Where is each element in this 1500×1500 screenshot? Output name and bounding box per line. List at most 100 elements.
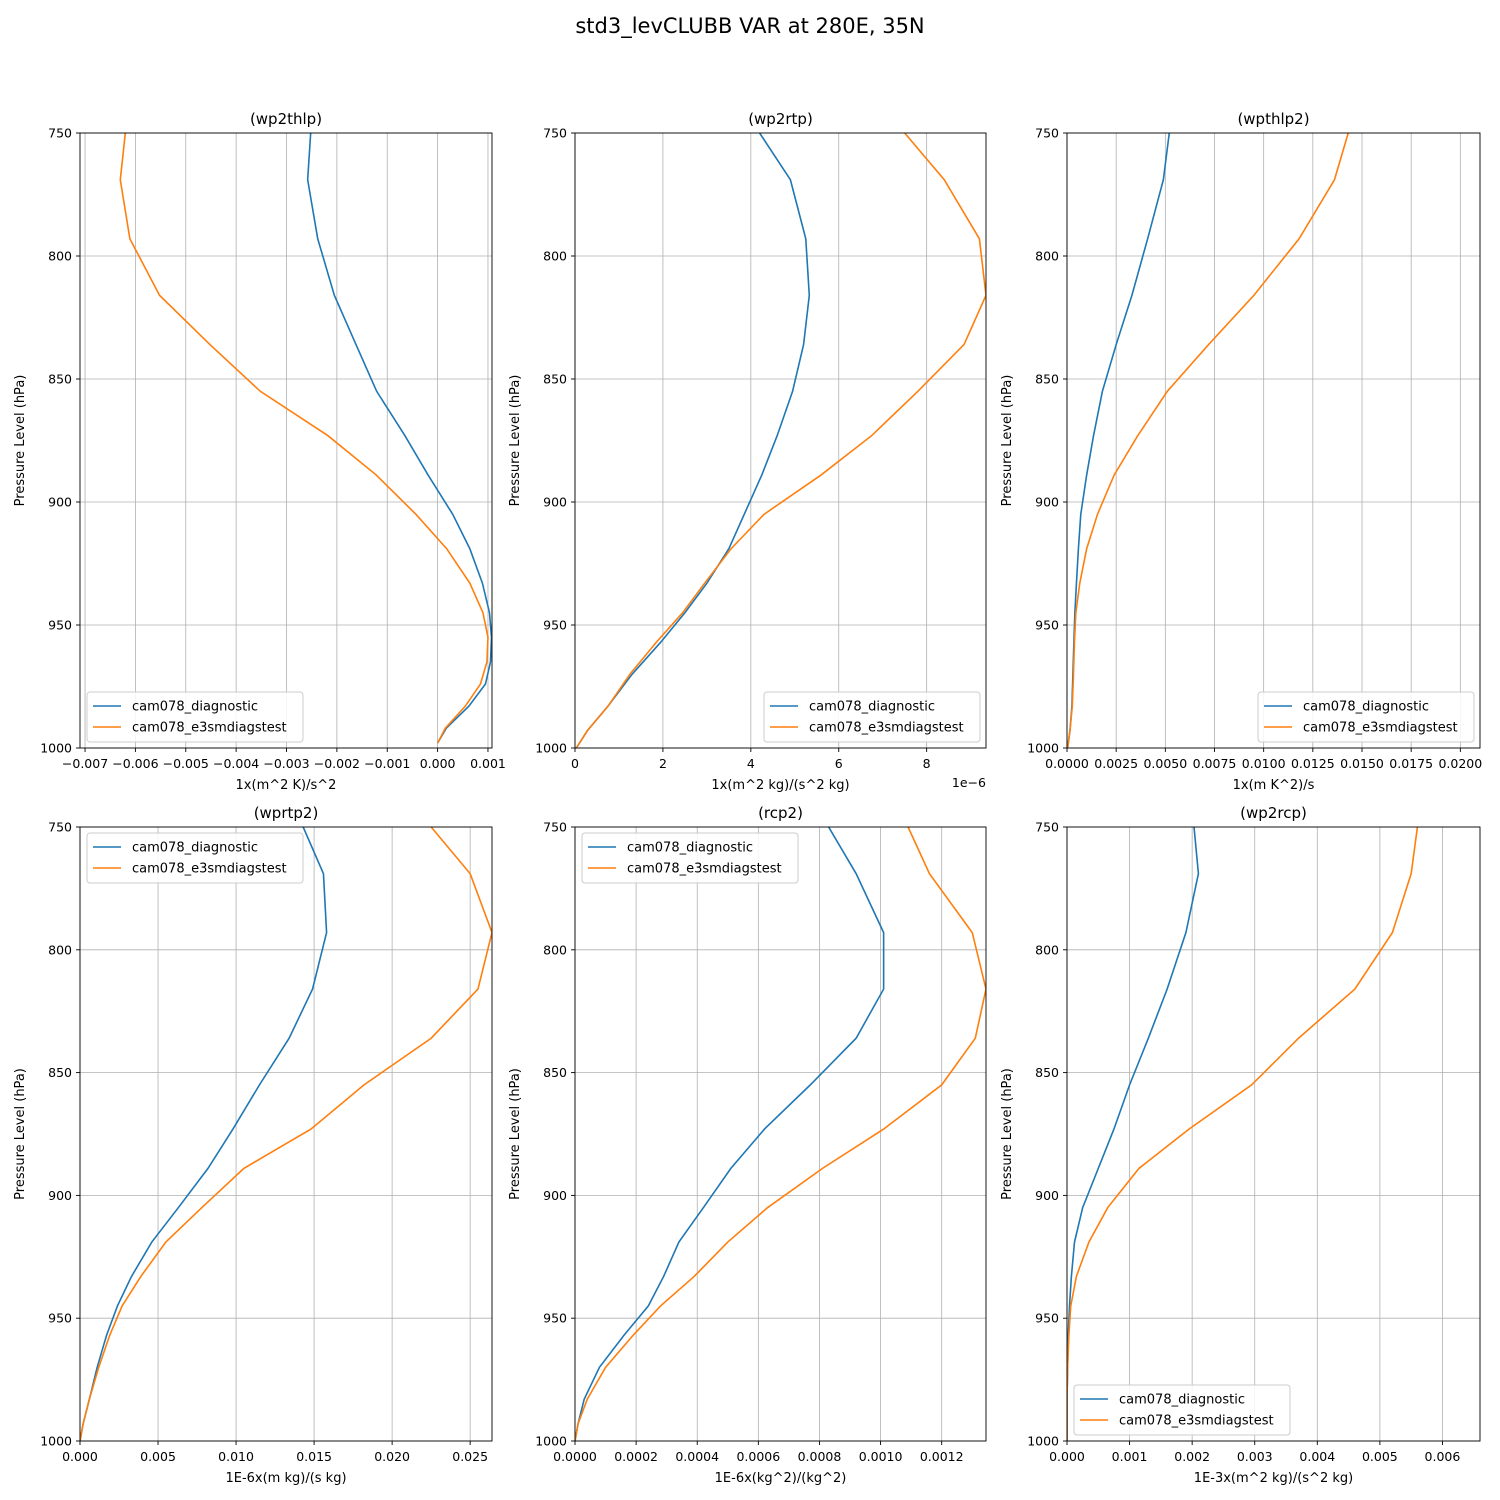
x-tick-label: −0.007 (62, 756, 108, 771)
x-tick-label: −0.006 (112, 756, 158, 771)
x-tick-label: −0.005 (163, 756, 209, 771)
subplot-5: 0.0000 0.0002 0.0004 0.0006 0.0008 0.0010 0.00… (508, 804, 987, 1486)
y-tick-label: 950 (48, 1311, 72, 1326)
x-tick-label: 0.0175 (1389, 756, 1433, 771)
x-tick-label: 0.000 (420, 756, 456, 771)
legend-box (86, 691, 304, 743)
y-tick-label: 950 (543, 1311, 567, 1326)
legend: cam078_diagnostic cam078_e3smdiagstest (1073, 1384, 1291, 1436)
subplot-title: (wp2rcp) (1240, 804, 1307, 822)
x-tick-label: 0.0002 (614, 1449, 658, 1464)
x-tick-label: 0.006 (1425, 1449, 1461, 1464)
legend-label: cam078_diagnostic (627, 841, 753, 856)
x-tick-label: 0.0125 (1291, 756, 1335, 771)
y-tick-label: 900 (48, 495, 72, 510)
x-tick-label: 8 (923, 756, 931, 771)
y-tick-label: 850 (543, 1065, 567, 1080)
series-line-e3smdiagstest (80, 827, 492, 1441)
series-line-diagnostic (575, 827, 885, 1441)
y-tick-label: 750 (48, 126, 72, 141)
y-tick-label: 800 (1035, 249, 1059, 264)
x-tick-label: −0.003 (263, 756, 309, 771)
x-axis-label: 1x(m K^2)/s (1233, 778, 1315, 793)
y-tick-label: 800 (543, 249, 567, 264)
x-tick-label: 0.005 (1362, 1449, 1398, 1464)
subplot-title: (wp2rtp) (748, 110, 813, 128)
y-tick-label: 850 (48, 1065, 72, 1080)
plot-frame (79, 826, 493, 1442)
legend-label: cam078_diagnostic (1303, 700, 1429, 715)
y-tick-label: 1000 (535, 1434, 567, 1449)
series-line-e3smdiagstest (119, 133, 489, 744)
y-tick-label: 950 (1035, 1311, 1059, 1326)
y-axis-label: Pressure Level (hPa) (508, 375, 523, 507)
x-axis-label: 1x(m^2 kg)/(s^2 kg) (711, 778, 849, 793)
legend: cam078_diagnostic cam078_e3smdiagstest (86, 832, 304, 884)
plot-frame (1066, 826, 1481, 1442)
legend-label: cam078_diagnostic (1119, 1393, 1245, 1408)
y-tick-label: 950 (1035, 618, 1059, 633)
y-tick-label: 1000 (535, 741, 567, 756)
subplot-3: 0.0000 0.0025 0.0050 0.0075 0.0100 0.0125 0.01… (1000, 110, 1482, 793)
x-tick-label: 0.0000 (553, 1449, 597, 1464)
subplot-title: (wp2thlp) (250, 110, 322, 128)
x-tick-label: 0.0050 (1143, 756, 1187, 771)
x-tick-label: 0.015 (296, 1449, 332, 1464)
legend-label: cam078_diagnostic (809, 700, 935, 715)
x-axis-label: 1E-6x(kg^2)/(kg^2) (715, 1471, 847, 1486)
y-tick-label: 750 (48, 820, 72, 835)
x-axis-label: 1x(m^2 K)/s^2 (236, 778, 337, 793)
series-line-e3smdiagstest (1067, 133, 1349, 748)
y-tick-label: 900 (1035, 1188, 1059, 1203)
y-tick-label: 1000 (40, 741, 72, 756)
x-tick-label: 0.0200 (1438, 756, 1482, 771)
x-tick-label: 0.001 (1112, 1449, 1148, 1464)
legend-label: cam078_e3smdiagstest (132, 862, 287, 877)
plot-frame (574, 132, 987, 749)
series-line-e3smdiagstest (575, 827, 986, 1441)
x-tick-label: 0.0000 (1045, 756, 1089, 771)
y-axis-label: Pressure Level (hPa) (508, 1068, 523, 1200)
y-tick-label: 750 (543, 820, 567, 835)
legend-box (581, 832, 799, 884)
x-axis-label: 1E-3x(m^2 kg)/(s^2 kg) (1194, 1471, 1353, 1486)
x-tick-label: −0.004 (213, 756, 259, 771)
series-line-diagnostic (1067, 827, 1200, 1441)
x-tick-label: 2 (659, 756, 667, 771)
plot-frame (79, 132, 493, 749)
y-tick-label: 1000 (40, 1434, 72, 1449)
y-tick-label: 800 (48, 942, 72, 957)
y-axis-label: Pressure Level (hPa) (13, 375, 28, 507)
legend: cam078_diagnostic cam078_e3smdiagstest (763, 691, 981, 743)
x-tick-label: 0.000 (1049, 1449, 1085, 1464)
y-tick-label: 750 (543, 126, 567, 141)
y-axis-label: Pressure Level (hPa) (1000, 1068, 1015, 1200)
subplot-4: 0.000 0.005 0.010 0.015 0.020 0.025 750 800 850 9… (13, 804, 493, 1486)
y-tick-label: 850 (1035, 1065, 1059, 1080)
subplot-1: −0.007 −0.006 −0.005 −0.004 −0.003 −0.002 −0.0… (13, 110, 506, 793)
legend-label: cam078_e3smdiagstest (1303, 721, 1458, 736)
x-tick-label: 0.010 (218, 1449, 254, 1464)
x-tick-label: 0.004 (1299, 1449, 1335, 1464)
legend-label: cam078_e3smdiagstest (1119, 1414, 1274, 1429)
legend: cam078_diagnostic cam078_e3smdiagstest (581, 832, 799, 884)
y-tick-label: 800 (543, 942, 567, 957)
y-tick-label: 750 (1035, 126, 1059, 141)
figure-title: std3_levCLUBB VAR at 280E, 35N (575, 14, 925, 38)
subplot-6: 0.000 0.001 0.002 0.003 0.004 0.005 0.006 750 80… (1000, 804, 1481, 1486)
legend-label: cam078_e3smdiagstest (132, 721, 287, 736)
x-tick-label: 0.020 (374, 1449, 410, 1464)
plot-frame (1066, 132, 1481, 749)
legend-label: cam078_e3smdiagstest (809, 721, 964, 736)
y-tick-label: 850 (48, 372, 72, 387)
series-line-e3smdiagstest (1067, 827, 1419, 1441)
legend-box (1073, 1384, 1291, 1436)
x-tick-label: 4 (747, 756, 755, 771)
y-tick-label: 800 (1035, 942, 1059, 957)
legend-box (1257, 691, 1475, 743)
y-tick-label: 750 (1035, 820, 1059, 835)
y-tick-label: 1000 (1027, 1434, 1059, 1449)
x-tick-label: 0.001 (470, 756, 506, 771)
legend: cam078_diagnostic cam078_e3smdiagstest (86, 691, 304, 743)
y-axis-label: Pressure Level (hPa) (13, 1068, 28, 1200)
